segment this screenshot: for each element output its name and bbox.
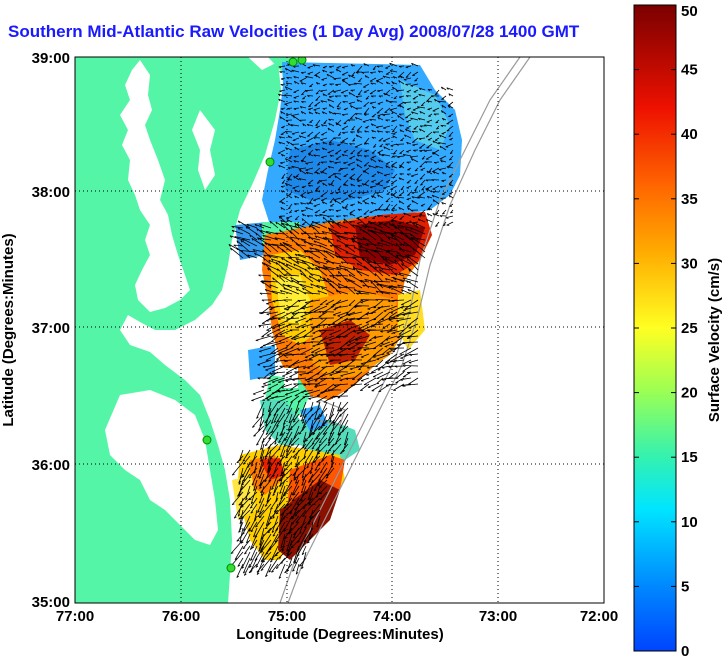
delaware-shore-water [192,110,215,190]
pamlico-sound [105,390,218,545]
y-tick-label: 38:00 [32,184,70,201]
radar-site [202,435,212,445]
y-axis: 39:00 38:00 37:00 36:00 35:00 Latitude (… [0,50,70,611]
radar-sites [202,57,307,573]
chesapeake-bay [120,60,190,312]
x-tick-label: 76:00 [162,608,200,625]
radar-site [288,57,298,67]
y-axis-label: Latitude (Degrees:Minutes) [0,233,17,426]
colorbar-tick-label: 40 [681,126,698,143]
velocity-field [232,62,462,560]
y-tick-label: 39:00 [32,50,70,67]
radar-site [226,563,236,573]
x-axis-label: Longitude (Degrees:Minutes) [236,626,444,643]
colorbar-tick-label: 50 [681,3,698,20]
colorbar-ticks: 0 5 10 15 20 25 30 35 40 45 50 [634,3,698,659]
y-tick-label: 35:00 [32,594,70,611]
x-tick-label: 73:00 [479,608,517,625]
colorbar-tick-label: 0 [681,643,689,659]
colorbar-tick-label: 20 [681,385,698,402]
colorbar: 0 5 10 15 20 25 30 35 40 45 50 Surface Velocity (c… [633,3,723,659]
radar-site [297,57,307,65]
x-tick-label: 72:00 [580,608,618,625]
colorbar-tick-label: 5 [681,578,689,595]
y-tick-label: 36:00 [32,457,70,474]
colorbar-tick-label: 15 [681,449,698,466]
colorbar-scale [633,4,677,652]
colorbar-tick-label: 35 [681,191,698,208]
plot-frame [74,56,605,604]
colorbar-tick-label: 30 [681,255,698,272]
x-tick-label: 77:00 [56,608,94,625]
colorbar-tick-label: 25 [681,320,698,337]
colorbar-tick-label: 45 [681,62,698,79]
y-tick-label: 37:00 [32,320,70,337]
figure-title: Southern Mid-Atlantic Raw Velocities (1 … [8,22,580,41]
velocity-arrows [228,61,454,579]
colorbar-label: Surface Velocity (cm/s) [706,258,723,422]
x-tick-label: 74:00 [373,608,411,625]
x-tick-label: 75:00 [268,608,306,625]
colorbar-tick-label: 10 [681,514,698,531]
x-axis: 77:00 76:00 75:00 74:00 73:00 72:00 Long… [56,608,618,643]
radar-site [265,157,275,167]
